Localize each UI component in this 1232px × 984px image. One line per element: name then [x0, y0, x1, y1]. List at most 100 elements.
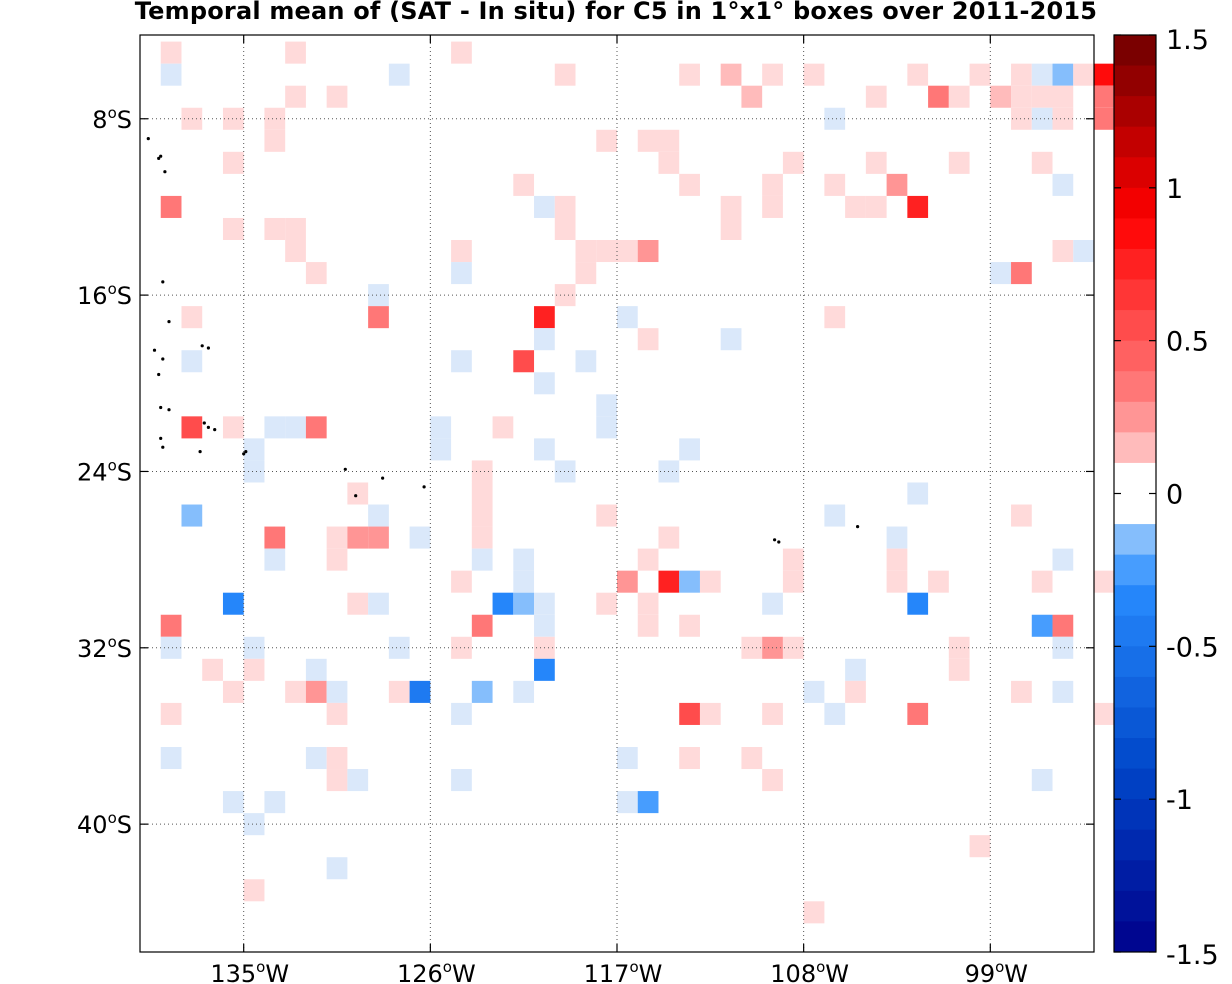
- heatmap-cell: [907, 195, 929, 218]
- heatmap-cell: [534, 328, 555, 351]
- heatmap-cell: [554, 460, 576, 483]
- heatmap-cell: [1031, 769, 1053, 792]
- heatmap-cell: [554, 217, 576, 240]
- x-tick-label: 117oW: [584, 958, 663, 984]
- heatmap-cell: [1094, 85, 1115, 108]
- colorbar-swatch: [1114, 310, 1156, 342]
- heatmap-cell: [326, 526, 348, 549]
- heatmap-cell: [305, 680, 327, 703]
- heatmap-cell: [720, 63, 742, 86]
- colorbar-tick-label: 1.5: [1166, 25, 1209, 56]
- colorbar-swatch: [1114, 799, 1156, 831]
- heatmap-cell: [637, 592, 659, 615]
- colorbar-swatch: [1114, 340, 1156, 372]
- heatmap-cell: [513, 173, 535, 196]
- heatmap-cell: [824, 702, 846, 725]
- heatmap-cell: [782, 151, 804, 174]
- heatmap-cell: [471, 614, 493, 637]
- colorbar-swatch: [1114, 401, 1156, 433]
- heatmap-cell: [368, 306, 389, 329]
- colorbar: 1.5 1 0.5 0 -0.5 -1 -1.5: [1113, 25, 1219, 971]
- heatmap-cell: [326, 769, 348, 792]
- heatmap-cell: [409, 680, 431, 703]
- island-marker: [167, 408, 171, 412]
- heatmap-cell: [243, 813, 265, 836]
- heatmap-cell: [451, 350, 472, 373]
- heatmap-cell: [845, 658, 866, 681]
- colorbar-swatch: [1114, 126, 1156, 158]
- colorbar-swatch: [1114, 493, 1156, 525]
- heatmap-cell: [264, 107, 286, 130]
- heatmap-cell: [243, 636, 265, 659]
- heatmap-cell: [430, 438, 452, 461]
- colorbar-swatch: [1114, 65, 1156, 97]
- heatmap-cell: [243, 438, 265, 461]
- island-marker: [381, 476, 385, 480]
- island-marker: [159, 405, 163, 410]
- heatmap-cell: [160, 195, 182, 218]
- colorbar-swatch: [1114, 279, 1156, 311]
- heatmap-cell: [285, 680, 306, 703]
- heatmap-cell: [222, 791, 244, 814]
- heatmap-cell: [679, 702, 700, 725]
- heatmap-cell: [658, 570, 680, 593]
- heatmap-cell: [554, 284, 576, 307]
- heatmap-cell: [471, 460, 493, 483]
- heatmap-cell: [554, 63, 576, 86]
- heatmap-cell: [534, 658, 555, 681]
- heatmap-cell: [368, 526, 389, 549]
- island-marker: [422, 485, 426, 489]
- heatmap-cells: [160, 41, 1115, 924]
- heatmap-cell: [1094, 107, 1115, 130]
- heatmap-cell: [803, 63, 825, 86]
- heatmap-cell: [326, 702, 348, 725]
- island-marker: [161, 357, 165, 361]
- heatmap-cell: [886, 173, 908, 196]
- heatmap-cell: [305, 658, 327, 681]
- heatmap-cell: [513, 570, 535, 593]
- heatmap-cell: [513, 592, 535, 615]
- heatmap-cell: [637, 548, 659, 571]
- heatmap-cell: [471, 482, 493, 505]
- heatmap-cell: [679, 438, 700, 461]
- y-tick-label: 32oS: [77, 633, 132, 663]
- heatmap-cell: [160, 702, 182, 725]
- heatmap-cell: [326, 548, 348, 571]
- heatmap-cell: [617, 791, 638, 814]
- heatmap-cell: [305, 747, 327, 770]
- heatmap-cell: [181, 350, 203, 373]
- heatmap-cell: [596, 394, 617, 417]
- heatmap-cell: [637, 129, 659, 152]
- colorbar-tick-label: -1.5: [1166, 940, 1219, 971]
- heatmap-cell: [1031, 570, 1053, 593]
- heatmap-cell: [451, 240, 472, 263]
- heatmap-cell: [865, 85, 887, 108]
- heatmap-cell: [782, 570, 804, 593]
- heatmap-cell: [907, 482, 929, 505]
- heatmap-cell: [617, 570, 638, 593]
- heatmap-cell: [1011, 107, 1032, 130]
- heatmap-cell: [181, 504, 203, 527]
- heatmap-cell: [907, 63, 929, 86]
- island-marker: [157, 372, 161, 377]
- heatmap-cell: [990, 85, 1012, 108]
- heatmap-cell: [1052, 107, 1074, 130]
- heatmap-cell: [513, 680, 535, 703]
- colorbar-tick-label: -0.5: [1166, 632, 1219, 663]
- y-tick-label: 16oS: [77, 280, 132, 310]
- heatmap-cell: [243, 658, 265, 681]
- heatmap-cell: [907, 592, 929, 615]
- island-marker: [777, 540, 781, 544]
- heatmap-cell: [948, 85, 970, 108]
- heatmap-cell: [347, 482, 369, 505]
- heatmap-cell: [699, 702, 721, 725]
- heatmap-cell: [471, 504, 493, 527]
- heatmap-cell: [534, 438, 555, 461]
- heatmap-cell: [907, 702, 929, 725]
- colorbar-swatch: [1114, 157, 1156, 189]
- heatmap-cell: [181, 107, 203, 130]
- heatmap-cell: [596, 129, 617, 152]
- colorbar-swatch: [1114, 890, 1156, 922]
- island-marker: [856, 525, 860, 529]
- heatmap-cell: [264, 526, 286, 549]
